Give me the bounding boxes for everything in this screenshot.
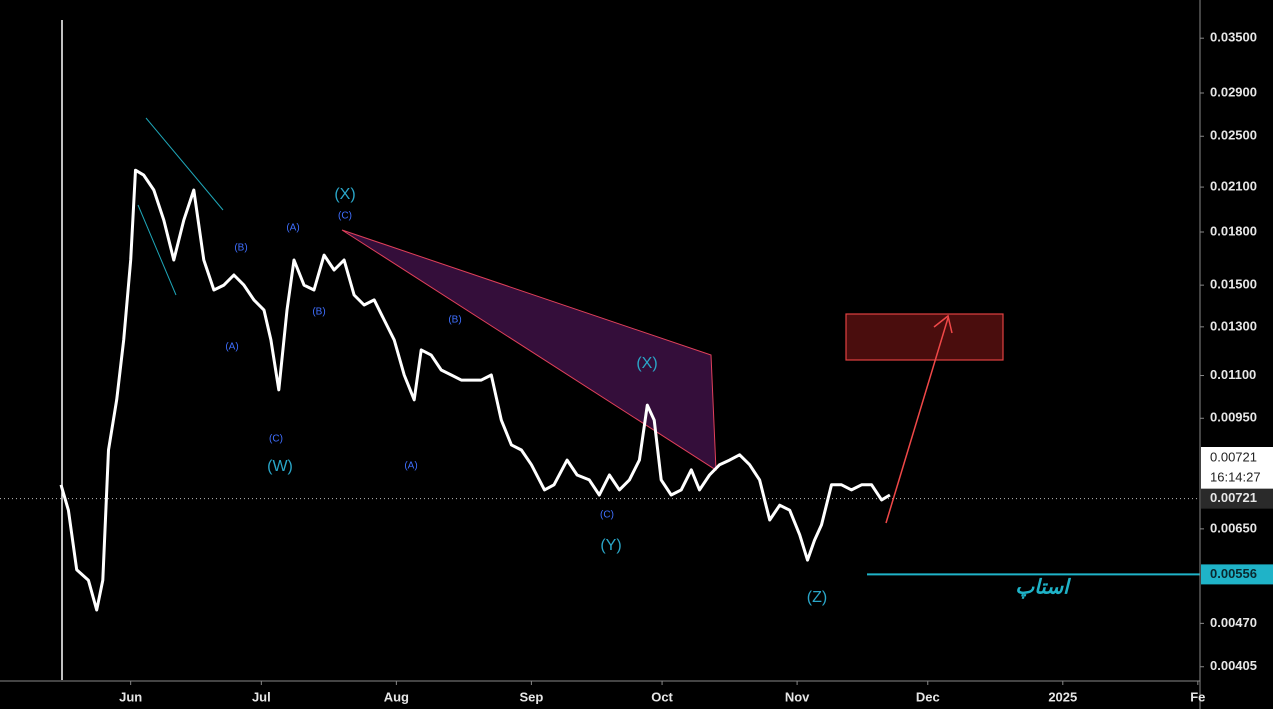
wave-label: (A) [225,342,238,353]
price-box [1201,447,1273,489]
y-tick-label: 0.02900 [1210,84,1257,99]
wave-label: (X) [334,186,355,203]
price-box-countdown: 16:14:27 [1210,469,1261,484]
y-tick-label: 0.01100 [1210,367,1256,382]
arrow-head [933,314,953,334]
wave-label: (B) [312,307,325,318]
stop-annotation: استاپ [1015,576,1071,599]
wave-label: (X) [636,355,657,372]
stop-label-box [1201,564,1273,585]
wave-label: (Z) [807,589,827,606]
wave-label: (A) [404,461,417,472]
wave-label: (C) [600,510,614,521]
y-tick-label: 0.03500 [1210,30,1257,45]
y-tick-label: 0.00470 [1210,615,1257,630]
trend-line [137,204,177,296]
wave-label: (C) [338,211,352,222]
x-tick-label: Aug [384,689,409,704]
x-tick-label: Sep [519,689,543,704]
x-tick-label: Jun [119,689,142,704]
y-tick-label: 0.00405 [1210,658,1257,673]
x-tick-label: Dec [916,689,940,704]
arrow [885,317,949,524]
y-tick-label: 0.00650 [1210,520,1257,535]
y-tick-label: 0.00950 [1210,410,1257,425]
trend-line [145,117,224,211]
y-tick-label: 0.01300 [1210,318,1257,333]
wave-label: (B) [448,315,461,326]
plot [0,168,1200,612]
wave-label: (B) [234,243,247,254]
x-tick-label: Nov [785,689,810,704]
wave-label: (W) [267,458,293,475]
wave-label: (C) [269,434,283,445]
x-tick-label: Fe [1190,689,1205,704]
y-tick-label: 0.02100 [1210,179,1257,194]
x-tick-label: 2025 [1048,689,1077,704]
price-box-value: 0.00721 [1210,449,1257,464]
wave-label: (A) [286,223,299,234]
x-tick-label: Oct [651,689,673,704]
last-price-box [1201,488,1273,509]
y-tick-label: 0.01500 [1210,277,1257,292]
y-tick-label: 0.01800 [1210,223,1257,238]
price-line [59,168,891,612]
triangle-pattern [341,229,717,471]
y-tick-label: 0.02500 [1210,128,1257,143]
last-price-label: 0.00721 [1210,490,1257,505]
x-tick-label: Jul [252,689,271,704]
target-zone [845,313,1004,361]
wave-label: (Y) [600,537,621,554]
stop-label: 0.00556 [1210,566,1257,581]
